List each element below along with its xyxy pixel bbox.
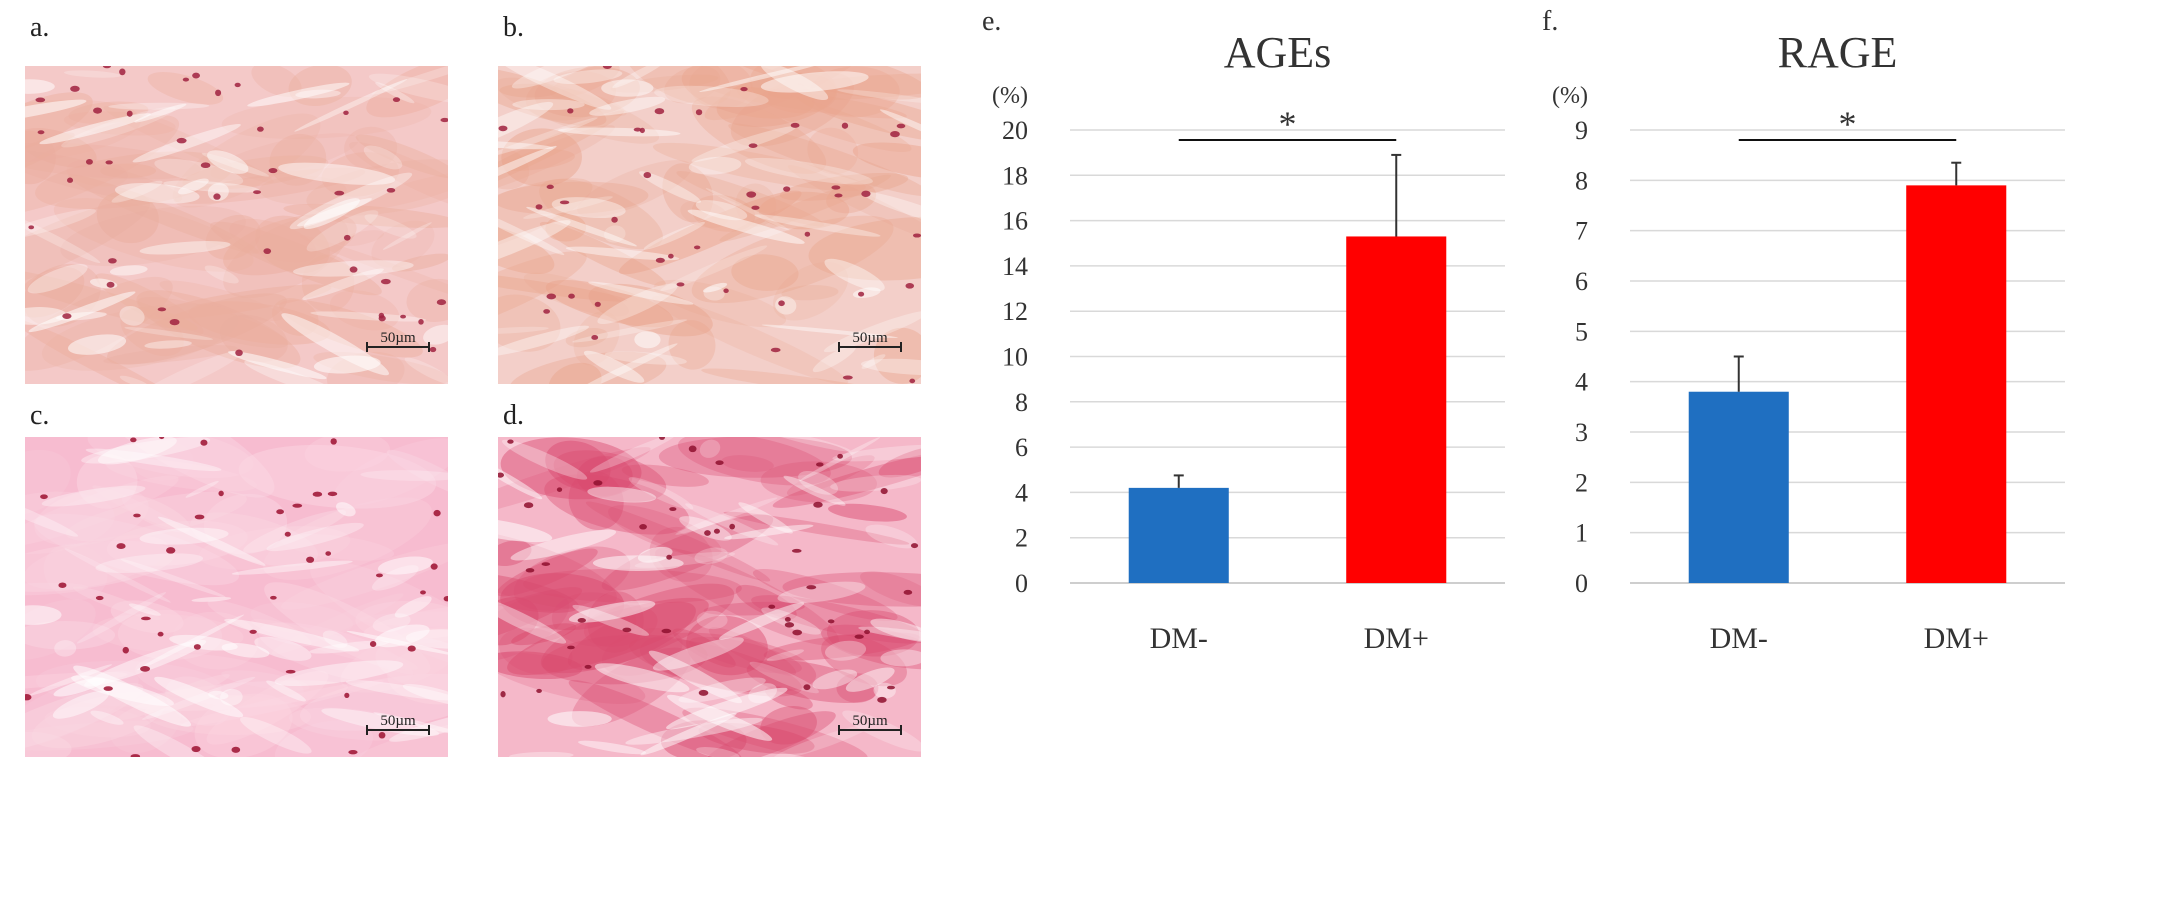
micrograph-c: [25, 437, 448, 757]
micrograph-d: [498, 437, 921, 757]
scale-bar-label: 50µm: [852, 330, 888, 346]
y-axis-unit: (%): [1552, 83, 1588, 109]
y-tick-label: 5: [1575, 317, 1588, 346]
y-tick-label: 2: [1575, 468, 1588, 497]
panel-letter-b: b.: [503, 12, 524, 43]
scale-bar-label: 50µm: [380, 713, 416, 729]
chart-title: AGEs: [1224, 28, 1332, 77]
y-tick-label: 12: [1002, 297, 1028, 326]
y-tick-label: 14: [1002, 252, 1028, 281]
y-tick-label: 1: [1575, 519, 1588, 548]
y-tick-label: 8: [1015, 388, 1028, 417]
y-tick-label: 8: [1575, 166, 1588, 195]
significance-marker: *: [1279, 104, 1297, 144]
tissue-texture: [498, 437, 921, 757]
chart-rage: f. RAGE (%) 0 1 2 3 4 5 6 7 8 9 DM- DM+ *: [1520, 0, 2080, 904]
x-tick-label: DM-: [1710, 622, 1768, 655]
micrograph-b: [498, 66, 921, 384]
panel-letter: e.: [982, 6, 1001, 37]
bar-dmplus: [1346, 236, 1447, 583]
x-tick-label: DM+: [1364, 622, 1429, 655]
chart-title: RAGE: [1778, 28, 1898, 77]
bar-dmminus: [1688, 391, 1789, 583]
y-tick-label: 3: [1575, 418, 1588, 447]
micrograph-a: [25, 66, 448, 384]
y-tick-label: 6: [1015, 433, 1028, 462]
tissue-texture: [25, 437, 448, 757]
y-tick-label: 9: [1575, 116, 1588, 145]
y-tick-label: 20: [1002, 116, 1028, 145]
x-tick-label: DM-: [1150, 622, 1208, 655]
y-tick-label: 4: [1015, 478, 1028, 507]
tissue-texture: [498, 66, 921, 384]
y-axis-unit: (%): [992, 83, 1028, 109]
bar-dmplus: [1906, 185, 2007, 583]
panel-letter-a: a.: [30, 12, 50, 43]
y-tick-label: 4: [1575, 368, 1588, 397]
y-tick-label: 0: [1015, 569, 1028, 598]
y-tick-label: 0: [1575, 569, 1588, 598]
y-tick-label: 18: [1002, 161, 1028, 190]
bar-dmminus: [1128, 487, 1229, 583]
scale-bar-label: 50µm: [852, 713, 888, 729]
y-tick-label: 10: [1002, 343, 1028, 372]
panel-letter-c: c.: [30, 400, 50, 431]
scale-bar-a: 50µm: [366, 330, 430, 352]
y-tick-label: 16: [1002, 207, 1028, 236]
y-tick-label: 7: [1575, 217, 1588, 246]
scale-bar-c: 50µm: [366, 713, 430, 735]
chart-ages-svg: e. AGEs (%) 0 2 4 6 8 10 12 14 16 18 20 DM- DM+ *: [982, 6, 1505, 655]
panel-letter-d: d.: [503, 400, 524, 431]
significance-marker: *: [1839, 104, 1857, 144]
chart-ages: e. AGEs (%) 0 2 4 6 8 10 12 14 16 18 20 DM- DM+ *: [960, 0, 1520, 904]
chart-rage-svg: f. RAGE (%) 0 1 2 3 4 5 6 7 8 9 DM- DM+ *: [1542, 6, 2065, 655]
scale-bar-b: 50µm: [838, 330, 902, 352]
panel-letter: f.: [1542, 6, 1558, 37]
x-tick-label: DM+: [1924, 622, 1989, 655]
y-tick-label: 2: [1015, 524, 1028, 553]
tissue-texture: [25, 66, 448, 384]
scale-bar-d: 50µm: [838, 713, 902, 735]
y-tick-label: 6: [1575, 267, 1588, 296]
scale-bar-label: 50µm: [380, 330, 416, 346]
